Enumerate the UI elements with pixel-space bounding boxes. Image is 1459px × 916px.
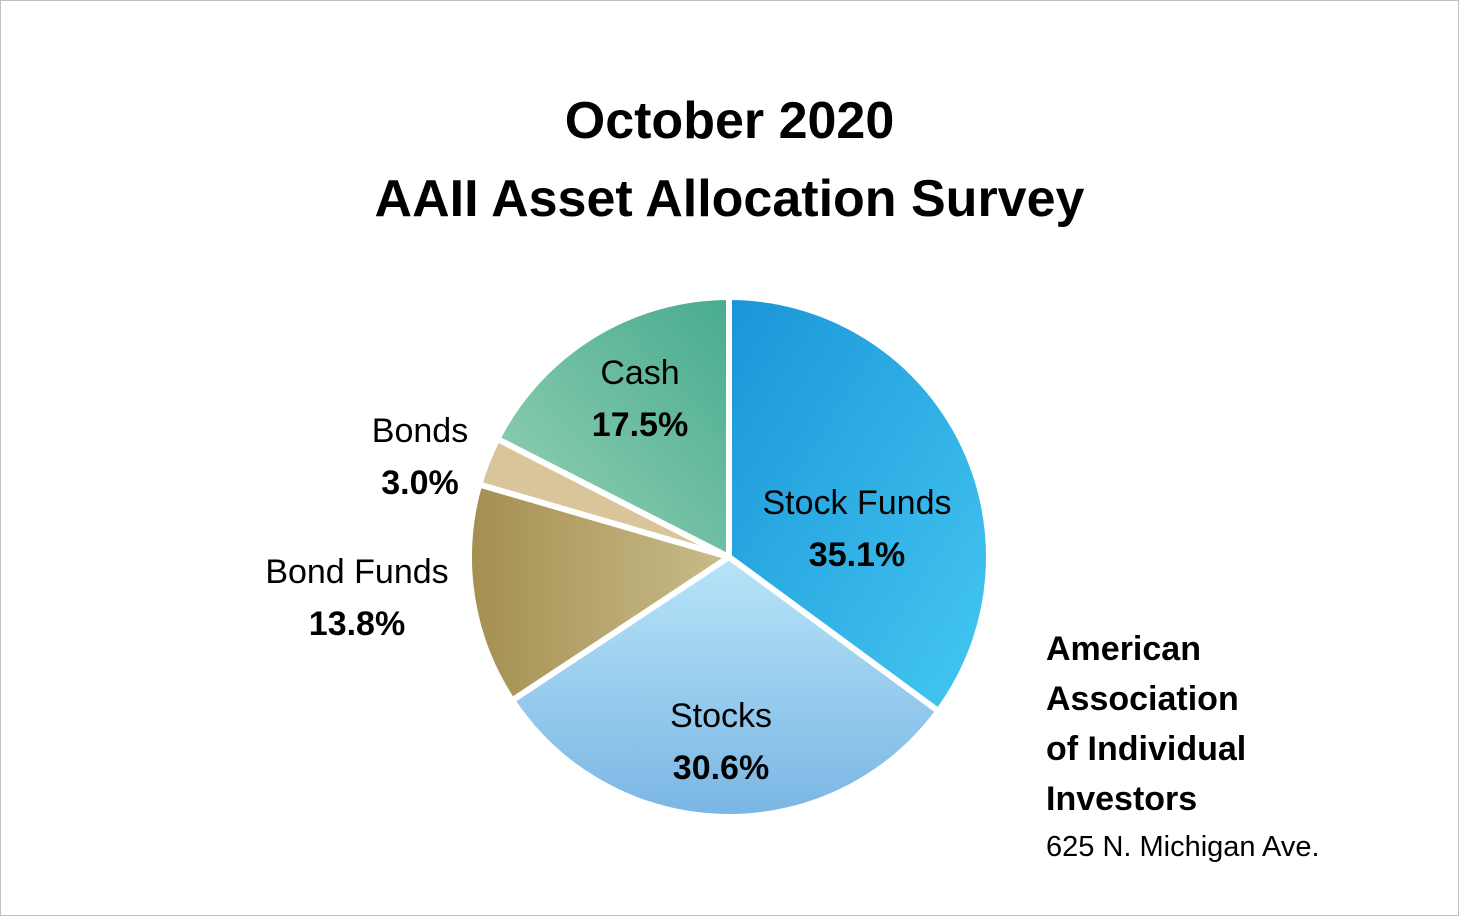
slice-label-stocks: Stocks <box>670 697 772 735</box>
slice-label-cash: Cash <box>600 354 679 392</box>
slice-value-cash: 17.5% <box>592 406 688 444</box>
slice-value-bonds: 3.0% <box>381 464 459 502</box>
slice-label-bonds: Bonds <box>372 412 468 450</box>
slice-value-stocks: 30.6% <box>673 749 769 787</box>
pie-labels: Stock Funds 35.1% Stocks 30.6% Bond Funds 13.… <box>265 354 951 787</box>
pie-slices <box>466 294 992 820</box>
org-address: 625 N. Michigan Ave. <box>1046 831 1320 863</box>
chart-title: October 2020 AAII Asset Allocation Surve… <box>0 82 1459 238</box>
pie-slice-cash <box>494 294 732 560</box>
org-line-4: Investors <box>1046 780 1198 818</box>
organization-block: American Association of Individual Inves… <box>1046 624 1320 870</box>
chart-title-line-1: October 2020 <box>564 92 895 150</box>
slice-value-bond-funds: 13.8% <box>309 605 405 643</box>
chart-title-line-2: AAII Asset Allocation Survey <box>374 170 1085 228</box>
slice-label-stock-funds: Stock Funds <box>763 484 952 522</box>
org-line-3: of Individual <box>1046 730 1247 768</box>
pie-slice-stocks <box>509 554 942 820</box>
slice-value-stock-funds: 35.1% <box>809 536 905 574</box>
org-line-2: Association <box>1046 680 1239 718</box>
slice-label-bond-funds: Bond Funds <box>265 553 448 591</box>
org-line-1: American <box>1046 630 1201 668</box>
pie-slice-stock-funds <box>726 294 992 715</box>
